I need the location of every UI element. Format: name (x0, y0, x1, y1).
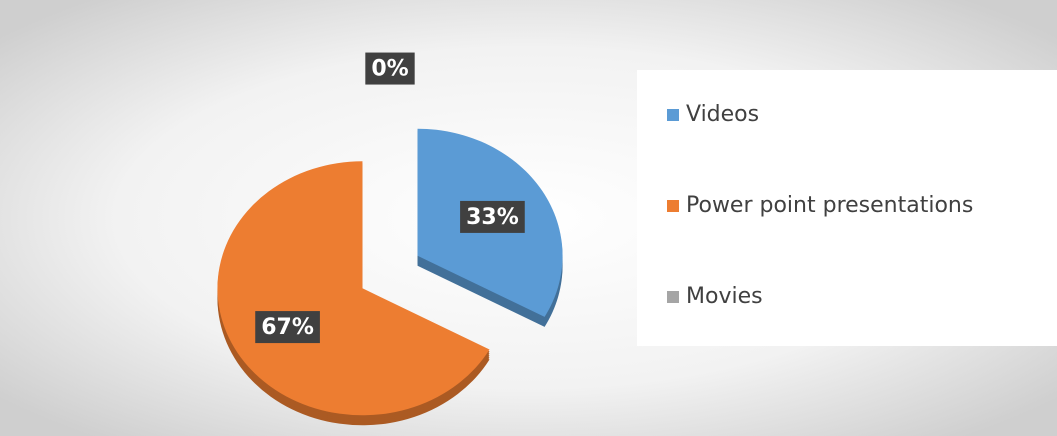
legend-swatch (667, 109, 679, 121)
legend-swatch (667, 291, 679, 303)
data-label-box (460, 200, 525, 233)
slice (217, 161, 490, 416)
data-label-box (365, 52, 415, 85)
data-label-text: 0% (371, 57, 408, 82)
legend-swatch (667, 200, 679, 212)
data-label-text: 67% (261, 315, 314, 340)
legend-box (637, 70, 1057, 346)
legend-label: Movies (686, 284, 763, 309)
data-label: 33% (460, 200, 525, 233)
data-label: 67% (255, 311, 320, 344)
legend-label: Power point presentations (686, 193, 973, 218)
data-label-box (255, 311, 320, 344)
data-label: 0% (365, 52, 415, 85)
legend-label: Videos (686, 102, 759, 127)
data-label-text: 33% (466, 205, 519, 230)
